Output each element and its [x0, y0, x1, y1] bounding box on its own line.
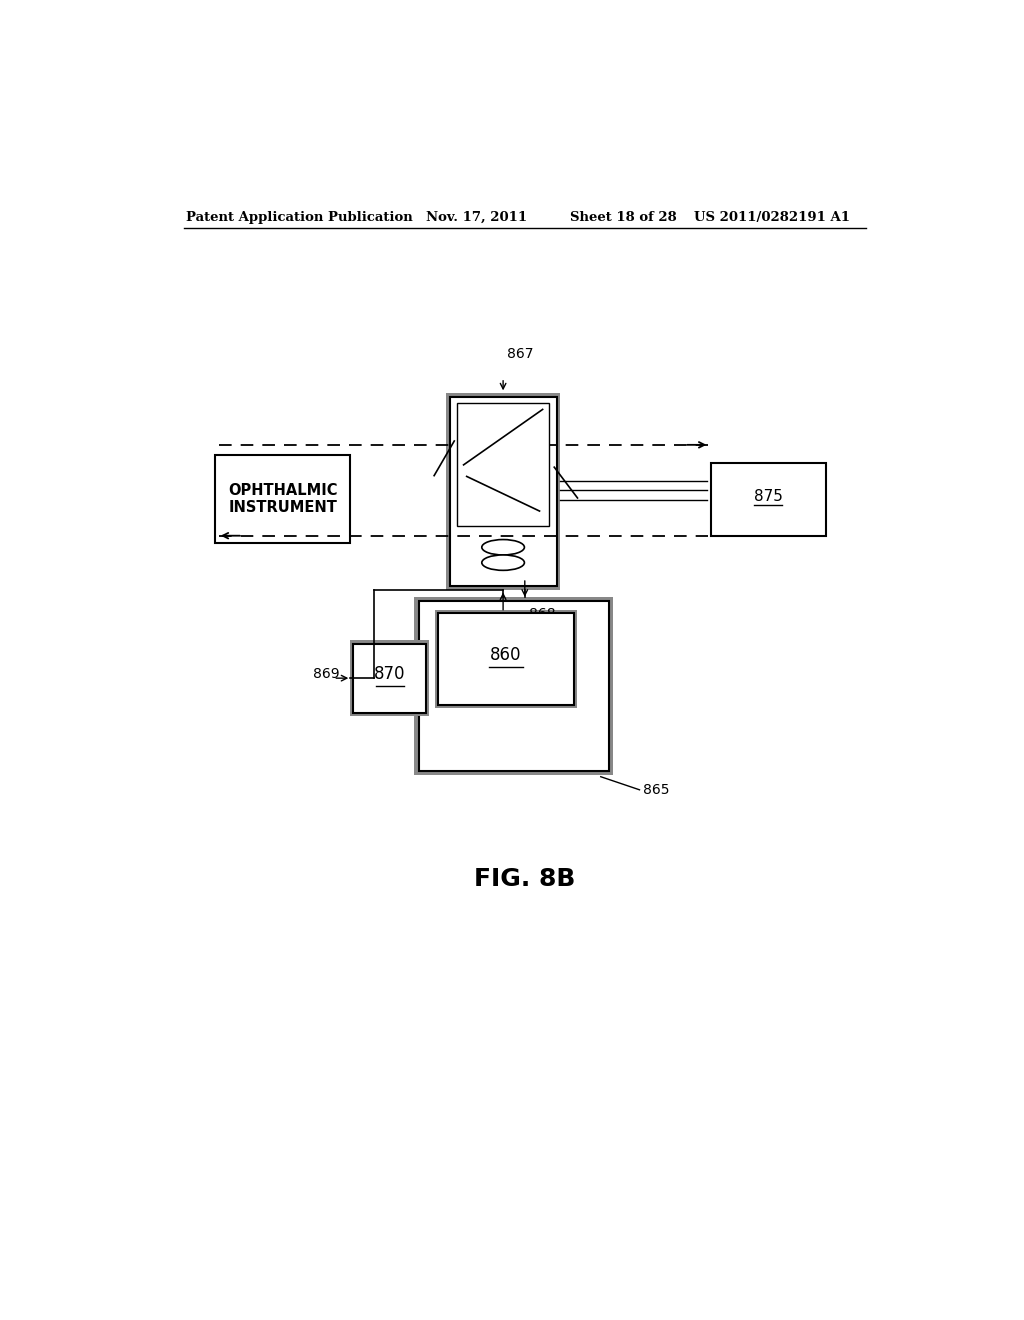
Text: 866: 866 — [508, 616, 535, 631]
Text: US 2011/0282191 A1: US 2011/0282191 A1 — [693, 211, 850, 224]
Ellipse shape — [481, 540, 524, 554]
Bar — [458, 404, 549, 527]
Text: 869: 869 — [312, 667, 339, 681]
Bar — [450, 397, 557, 586]
Bar — [711, 462, 825, 536]
Text: Nov. 17, 2011: Nov. 17, 2011 — [426, 211, 527, 224]
Bar — [352, 644, 426, 713]
Text: 875: 875 — [754, 488, 782, 503]
Bar — [438, 612, 573, 705]
Text: OPHTHALMIC
INSTRUMENT: OPHTHALMIC INSTRUMENT — [228, 483, 337, 515]
Bar — [435, 610, 577, 708]
Bar — [215, 455, 350, 544]
Text: 870: 870 — [374, 665, 406, 684]
Bar — [419, 601, 608, 771]
Bar — [445, 393, 560, 590]
Text: 867: 867 — [507, 347, 534, 360]
Text: FIG. 8B: FIG. 8B — [474, 867, 575, 891]
Bar — [349, 640, 429, 715]
Text: 865: 865 — [643, 783, 670, 797]
Text: 860: 860 — [490, 645, 521, 664]
Text: Sheet 18 of 28: Sheet 18 of 28 — [569, 211, 677, 224]
Text: 868: 868 — [528, 607, 555, 622]
Ellipse shape — [481, 554, 524, 570]
Text: Patent Application Publication: Patent Application Publication — [186, 211, 413, 224]
Bar — [414, 597, 613, 775]
